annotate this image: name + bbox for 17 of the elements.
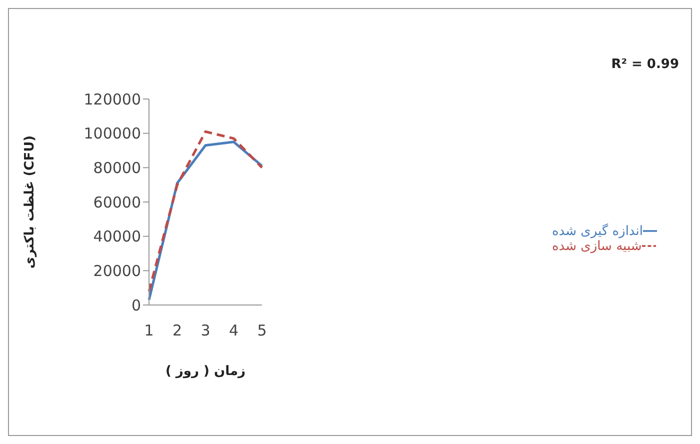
- x-tick-label: 1: [144, 322, 154, 340]
- y-tick-label: 60000: [93, 193, 141, 212]
- y-tick-label: 80000: [93, 158, 141, 177]
- x-axis-title: زمان ( روز ): [165, 364, 246, 379]
- legend-label: شبیه سازی شده: [552, 239, 642, 254]
- y-tick-label: 20000: [93, 262, 141, 280]
- y-axis-title: غلظت باکتری (CFU): [22, 135, 38, 269]
- x-tick-label: 2: [172, 322, 182, 340]
- x-tick-label: 5: [257, 322, 267, 340]
- y-tick-label: 40000: [93, 228, 141, 246]
- y-tick-label: 0: [131, 296, 141, 314]
- text: R² = 0.99: [611, 57, 679, 72]
- x-tick-label: 3: [200, 322, 210, 340]
- y-tick-label: 120000: [84, 90, 141, 108]
- legend-label: اندازه گیری شده: [552, 224, 643, 239]
- x-tick-label: 4: [228, 322, 239, 340]
- y-tick-label: 100000: [84, 124, 141, 143]
